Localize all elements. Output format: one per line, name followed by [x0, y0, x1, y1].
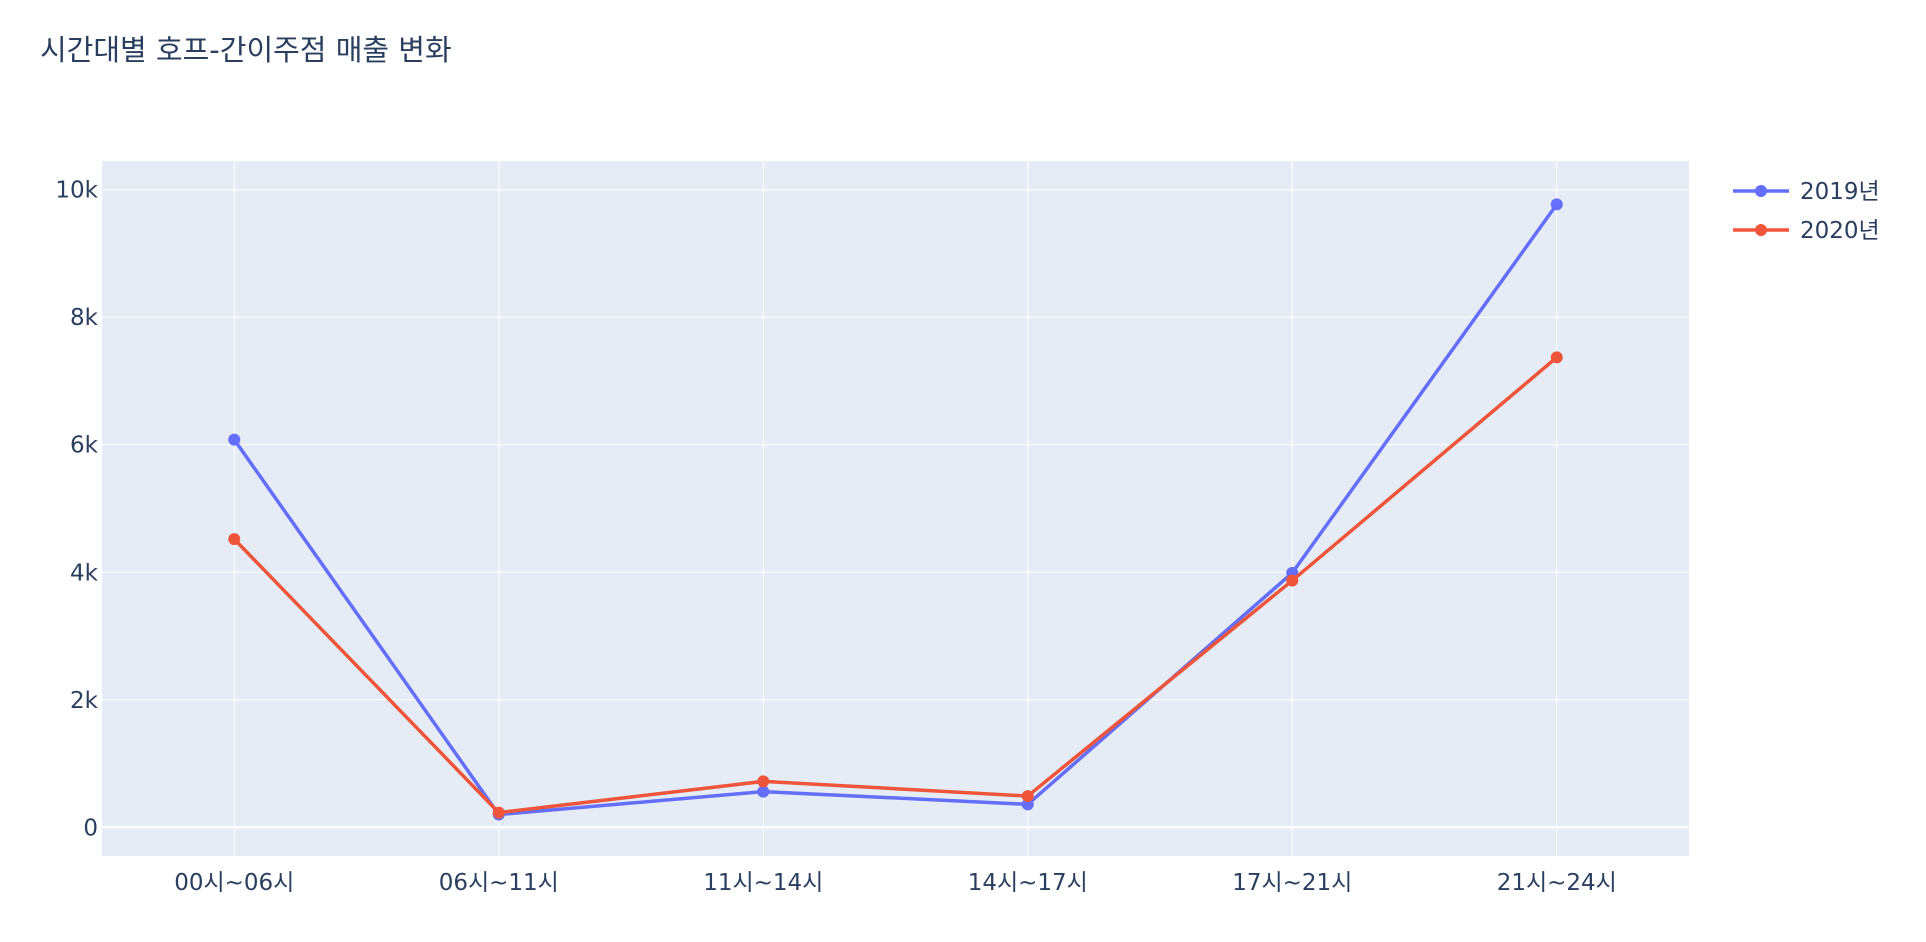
y-gridlines [102, 189, 1689, 829]
y-tick-label: 6k [70, 433, 99, 459]
data-point [228, 533, 241, 546]
plot-area [102, 161, 1689, 856]
data-point [1286, 574, 1299, 587]
legend-marker [1755, 224, 1767, 236]
series-line [232, 203, 1559, 817]
data-point [1021, 798, 1034, 811]
data-point [228, 433, 241, 446]
x-tick-label: 00시~06시 [174, 870, 294, 896]
y-tick-label: 8k [70, 305, 99, 331]
y-tick-label: 0 [83, 815, 98, 841]
series-line [232, 356, 1558, 815]
data-point [757, 775, 770, 788]
legend-label: 2020년 [1800, 218, 1880, 244]
y-tick-label: 4k [70, 560, 99, 586]
x-tick-label: 21시~24시 [1497, 870, 1617, 896]
legend-item-1: 2020년 [1733, 218, 1880, 244]
y-tick-label: 2k [70, 688, 99, 714]
series-layer [228, 198, 1563, 821]
legend: 2019년 2020년 [1733, 179, 1880, 244]
x-tick-label: 11시~14시 [703, 870, 823, 896]
y-axis-tick-labels: 0 2k 4k 6k 8k 10k [55, 178, 98, 842]
data-point [492, 806, 505, 819]
data-point [1021, 790, 1034, 803]
data-point [1550, 351, 1563, 364]
x-gridlines [233, 161, 1558, 856]
legend-label: 2019년 [1800, 179, 1880, 205]
data-point [1550, 198, 1563, 211]
x-tick-label: 06시~11시 [439, 870, 559, 896]
data-point [757, 785, 770, 798]
x-tick-label: 17시~21시 [1232, 870, 1352, 896]
x-tick-label: 14시~17시 [968, 870, 1088, 896]
series-1 [228, 351, 1563, 819]
legend-item-0: 2019년 [1733, 179, 1880, 205]
series-0 [228, 198, 1563, 821]
chart-title: 시간대별 호프-간이주점 매출 변화 [40, 33, 452, 67]
y-tick-label: 10k [55, 178, 98, 204]
x-axis-tick-labels: 00시~06시 06시~11시 11시~14시 14시~17시 17시~21시 21시~2… [174, 870, 1617, 896]
legend-marker [1755, 185, 1767, 197]
